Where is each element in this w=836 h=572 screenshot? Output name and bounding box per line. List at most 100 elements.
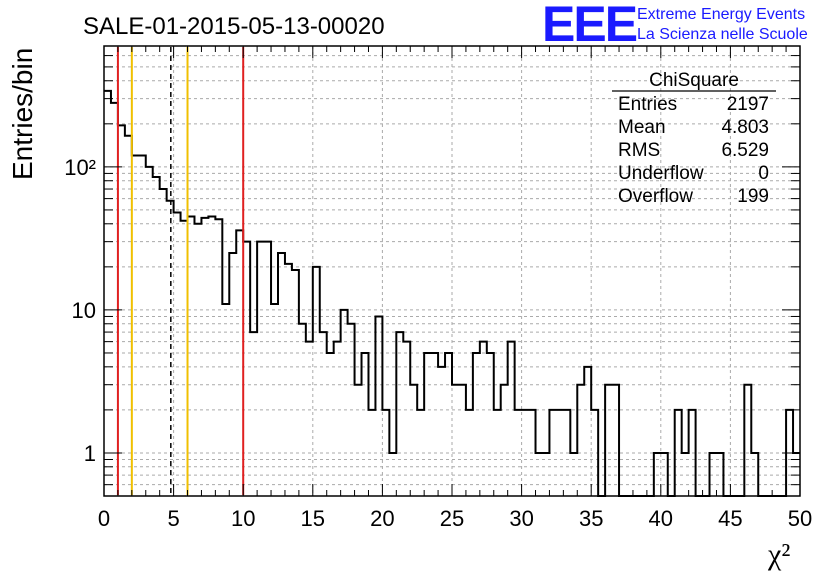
- histogram-bin: [174, 212, 181, 496]
- histogram-bin: [417, 410, 424, 496]
- histogram-bin: [306, 342, 313, 496]
- eee-logo-mark: EEE: [542, 0, 637, 52]
- histogram-bin: [494, 410, 501, 496]
- histogram-bin: [459, 385, 466, 496]
- eee-logo: EEE Extreme Energy Events La Scienza nel…: [542, 0, 808, 52]
- x-tick-label: 50: [788, 506, 812, 531]
- x-tick-label: 45: [718, 506, 742, 531]
- eee-logo-line1: Extreme Energy Events: [637, 6, 805, 23]
- y-tick-label: 10²: [64, 155, 96, 180]
- histogram-bin: [362, 353, 369, 496]
- histogram-bin: [257, 242, 264, 496]
- histogram-bin: [431, 353, 438, 496]
- histogram-bin: [612, 385, 619, 496]
- histogram-bin: [744, 385, 751, 496]
- x-tick-label: 10: [231, 506, 255, 531]
- histogram-bin: [584, 367, 591, 496]
- histogram-bin: [661, 453, 668, 496]
- histogram-bin: [271, 304, 278, 496]
- histogram-bin: [264, 242, 271, 496]
- histogram-bin: [542, 453, 549, 496]
- histogram-bin: [320, 332, 327, 496]
- histogram-bin: [508, 342, 515, 496]
- histogram-bin: [188, 216, 195, 496]
- histogram-bin: [201, 218, 208, 496]
- x-tick-label: 25: [440, 506, 464, 531]
- histogram-bin: [563, 410, 570, 496]
- histogram-bin: [751, 453, 758, 496]
- x-tick-label: 15: [301, 506, 325, 531]
- stats-row-label: Overflow: [618, 186, 693, 207]
- histogram-bin: [654, 453, 661, 496]
- histogram-bin: [146, 167, 153, 496]
- x-tick-label: 30: [509, 506, 533, 531]
- histogram-bin: [382, 410, 389, 496]
- histogram-bin: [466, 410, 473, 496]
- histogram-bin: [515, 410, 522, 496]
- histogram-bin: [410, 385, 417, 496]
- stats-row-label: Entries: [618, 94, 677, 115]
- histogram-bin: [278, 253, 285, 496]
- histogram-bin: [181, 221, 188, 496]
- histogram-bin: [125, 136, 132, 496]
- histogram-bin: [236, 230, 243, 496]
- histogram-bin: [341, 310, 348, 496]
- histogram-bin: [710, 453, 717, 496]
- stats-row-value: 2197: [727, 94, 769, 115]
- x-tick-label: 40: [649, 506, 673, 531]
- x-axis-label: χ²: [767, 538, 790, 571]
- histogram-bin: [716, 453, 723, 496]
- histogram-bin: [194, 224, 201, 496]
- histogram-bin: [487, 353, 494, 496]
- histogram-bin: [355, 385, 362, 496]
- histogram-bin: [556, 410, 563, 496]
- x-tick-label: 0: [98, 506, 110, 531]
- histogram-bin: [208, 216, 215, 496]
- y-tick-label: 10: [72, 298, 96, 323]
- histogram-bin: [501, 385, 508, 496]
- histogram-bin: [118, 125, 125, 496]
- histogram-bin: [222, 304, 229, 496]
- stats-title: ChiSquare: [649, 70, 739, 91]
- histogram-bin: [549, 410, 556, 496]
- histogram-bin: [215, 219, 222, 496]
- histogram-bin: [438, 367, 445, 496]
- histogram-bin: [132, 156, 139, 496]
- threshold-lines: [116, 47, 245, 495]
- stats-row-value: 0: [758, 163, 769, 184]
- histogram-bin: [689, 410, 696, 496]
- histogram-bin: [153, 177, 160, 496]
- histogram-bin: [139, 156, 146, 496]
- histogram-bin: [522, 410, 529, 496]
- stats-row-value: 199: [737, 186, 769, 207]
- histogram-bin: [389, 453, 396, 496]
- histogram-bin: [591, 410, 598, 496]
- histogram-bin: [375, 316, 382, 496]
- histogram-bin: [292, 270, 299, 496]
- histogram-bin: [348, 324, 355, 496]
- stats-row-label: RMS: [618, 140, 660, 161]
- x-tick-label: 5: [167, 506, 179, 531]
- histogram-bin: [313, 267, 320, 496]
- histogram-bin: [424, 353, 431, 496]
- histogram-bin: [605, 385, 612, 496]
- histogram-bin: [368, 410, 375, 496]
- histogram-bin: [480, 342, 487, 496]
- stats-box: ChiSquare Entries 2197 Mean 4.803 RMS 6.529 Un…: [612, 70, 776, 207]
- histogram-bin: [675, 410, 682, 496]
- histogram-bin: [299, 324, 306, 496]
- histogram-bin: [229, 253, 236, 496]
- y-tick-label: 1: [84, 441, 96, 466]
- y-axis-label: Entries/bin: [7, 48, 38, 180]
- histogram-bin: [536, 453, 543, 496]
- histogram-bin: [445, 353, 452, 496]
- histogram-bin: [104, 91, 111, 496]
- histogram-bin: [403, 342, 410, 496]
- eee-logo-line2: La Scienza nelle Scuole: [637, 26, 808, 43]
- stats-row-value: 6.529: [721, 140, 769, 161]
- histogram-bin: [243, 242, 250, 496]
- histogram-bin: [285, 264, 292, 496]
- histogram-bin: [452, 385, 459, 496]
- histogram-bin: [334, 342, 341, 496]
